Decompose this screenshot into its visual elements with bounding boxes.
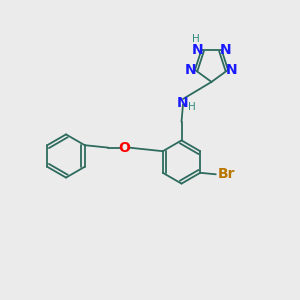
Text: H: H — [188, 101, 196, 112]
Text: N: N — [220, 43, 231, 57]
Text: N: N — [185, 64, 197, 77]
Text: N: N — [226, 64, 238, 77]
Text: O: O — [119, 141, 130, 154]
Text: Br: Br — [218, 167, 236, 181]
Text: N: N — [192, 43, 203, 57]
Text: N: N — [177, 96, 189, 110]
Text: H: H — [192, 34, 200, 44]
